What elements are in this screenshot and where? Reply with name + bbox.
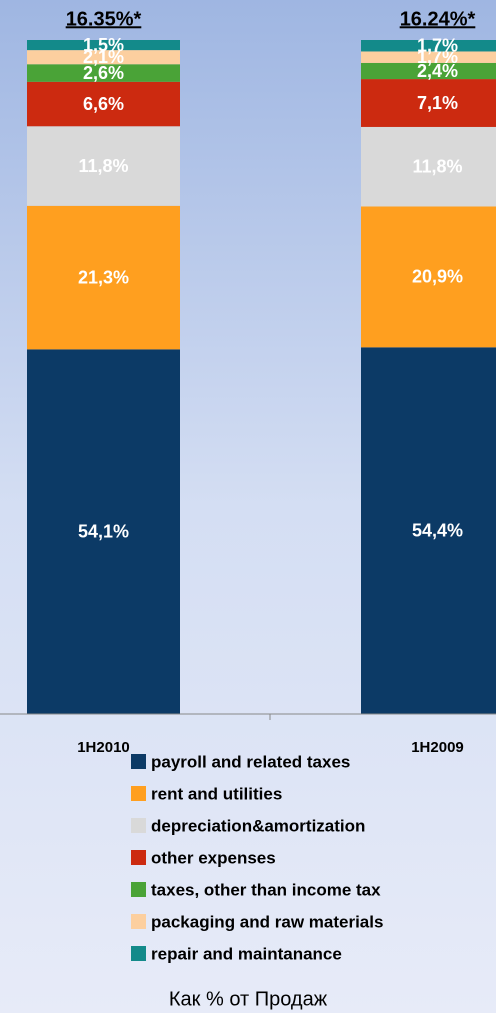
legend-swatch xyxy=(131,882,146,897)
legend-label: repair and maintanance xyxy=(151,944,342,963)
bar-segment xyxy=(361,206,496,348)
x-tick-label: 1H2009 xyxy=(411,739,464,756)
value-label: 7,1% xyxy=(417,93,458,113)
value-label: 2,4% xyxy=(417,61,458,81)
value-label: 20,9% xyxy=(412,267,463,287)
value-label: 21,3% xyxy=(78,267,129,287)
bar-segment xyxy=(361,51,496,63)
value-label: 6,6% xyxy=(83,94,124,114)
legend-label: payroll and related taxes xyxy=(151,752,350,771)
bar-segment xyxy=(27,349,180,714)
bar-segment xyxy=(361,79,496,127)
value-label: 11,8% xyxy=(78,156,128,176)
bar-segment xyxy=(361,126,496,207)
bar-segment xyxy=(27,50,180,65)
legend-swatch xyxy=(131,850,146,865)
value-label: 54,1% xyxy=(78,521,129,541)
legend-swatch xyxy=(131,914,146,929)
value-label: 2,1% xyxy=(83,47,124,67)
bar-segment xyxy=(27,40,180,51)
bar-segment xyxy=(27,81,180,127)
value-label: 11,8% xyxy=(412,156,462,176)
bar-segment xyxy=(27,64,180,82)
bar-total: 16.24%* xyxy=(400,8,476,30)
x-tick-label: 1H2010 xyxy=(77,739,130,756)
legend-swatch xyxy=(131,946,146,961)
legend-label: depreciation&amortization xyxy=(151,816,365,835)
legend-label: other expenses xyxy=(151,848,276,867)
bar-segment xyxy=(27,126,180,206)
legend-label: packaging and raw materials xyxy=(151,912,383,931)
value-label: 54,4% xyxy=(412,520,463,540)
value-label: 1,7% xyxy=(417,47,458,67)
legend-label: rent and utilities xyxy=(151,784,282,803)
legend-swatch xyxy=(131,786,146,801)
legend-swatch xyxy=(131,818,146,833)
bar-total: 16.35%* xyxy=(66,8,142,30)
x-axis-label: Как % от Продаж xyxy=(169,988,328,1010)
value-label: 2,6% xyxy=(83,63,124,83)
value-label: 1,5% xyxy=(83,35,124,55)
bar-segment xyxy=(27,205,180,350)
legend-swatch xyxy=(131,754,146,769)
bar-segment xyxy=(361,62,496,80)
bar-segment xyxy=(361,347,496,714)
legend-label: taxes, other than income tax xyxy=(151,880,381,899)
value-label: 1,7% xyxy=(417,35,458,55)
bar-segment xyxy=(361,40,496,52)
